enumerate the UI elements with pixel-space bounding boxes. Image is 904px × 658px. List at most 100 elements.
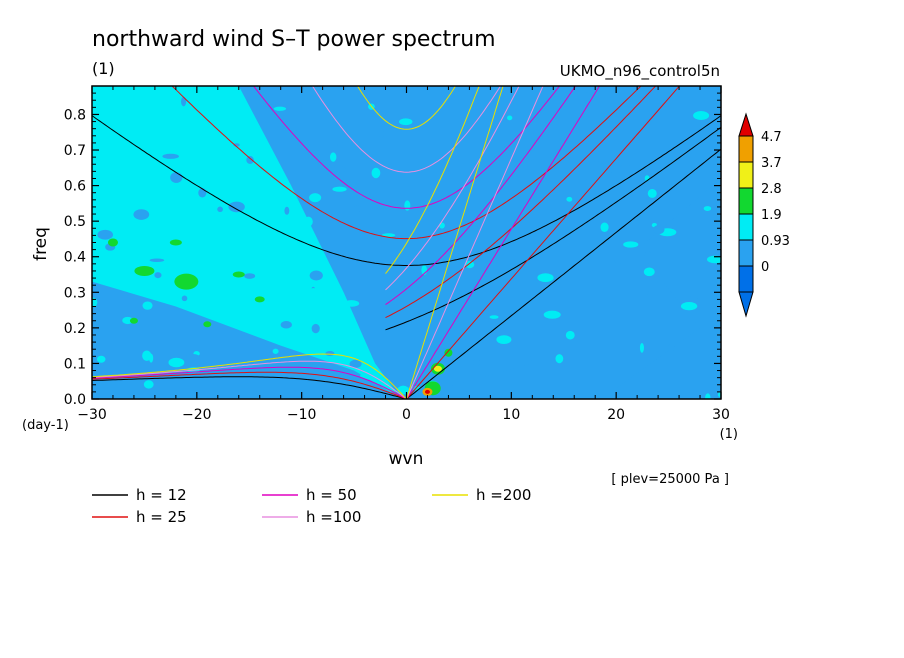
field-patch xyxy=(579,263,594,273)
dispersion-curve-h12 xyxy=(406,148,721,399)
x-tick-label: 20 xyxy=(607,407,625,423)
field-patch xyxy=(263,289,272,298)
field-patch xyxy=(328,116,342,127)
field-patch xyxy=(703,206,712,212)
field-patch xyxy=(717,392,721,398)
field-patch xyxy=(145,157,163,164)
field-patch xyxy=(543,310,561,319)
chart-subtitle-left: (1) xyxy=(92,59,115,78)
y-tick-label: 0.8 xyxy=(64,107,86,123)
field-patch xyxy=(273,106,287,111)
field-peak-max xyxy=(424,389,430,394)
field-patch xyxy=(260,215,265,221)
colorbar-top-arrow xyxy=(738,112,754,137)
field-patch-high xyxy=(107,238,118,247)
field-patch xyxy=(309,193,322,203)
field-patch xyxy=(566,196,573,202)
field-patch xyxy=(353,205,362,212)
dispersion-curve-h25 xyxy=(171,86,642,240)
x-axis: −30 −20 −10 0 10 20 30 xyxy=(77,86,730,423)
field-patch xyxy=(496,335,512,344)
dispersion-curve-h50 xyxy=(252,86,561,209)
x-tick-label: −10 xyxy=(287,407,317,423)
field-peak xyxy=(433,365,442,372)
field-patch xyxy=(680,301,698,311)
field-patch xyxy=(244,273,256,279)
field-patch xyxy=(149,258,165,263)
y-tick-label: 0.4 xyxy=(64,250,86,266)
colorbar-segment xyxy=(738,213,754,241)
field-patch xyxy=(584,92,591,100)
colorbar-segment xyxy=(738,265,754,293)
field-patch xyxy=(97,229,114,240)
power-field xyxy=(92,86,721,399)
field-patch xyxy=(168,357,185,368)
field-patch xyxy=(665,258,682,265)
field-patch xyxy=(143,380,154,389)
x-tick-label: 30 xyxy=(712,407,730,423)
field-patch xyxy=(330,152,337,162)
field-patch xyxy=(245,249,251,254)
dispersion-curve-h25 xyxy=(92,371,407,399)
field-patch xyxy=(92,285,103,293)
field-patch xyxy=(226,158,241,163)
field-patch xyxy=(708,313,714,323)
field-patch xyxy=(614,258,625,264)
field-patch xyxy=(331,317,341,328)
field-patch xyxy=(667,344,675,352)
dispersion-curve-h12 xyxy=(92,376,407,399)
x-tick-label: −20 xyxy=(182,407,212,423)
colorbar-bottom-arrow xyxy=(738,291,754,318)
field-patch-high xyxy=(254,296,265,303)
field-patch xyxy=(647,291,655,297)
legend-label: h =100 xyxy=(306,508,361,526)
field-patch xyxy=(643,267,655,277)
field-patch xyxy=(449,158,468,169)
field-patch xyxy=(198,188,207,198)
field-patch xyxy=(272,348,279,354)
x-tick-label: 10 xyxy=(502,407,520,423)
dispersion-curve-h50 xyxy=(385,86,577,306)
field-patch xyxy=(565,330,575,340)
y-axis-unit: (day-1) xyxy=(22,418,69,433)
field-patch xyxy=(399,118,413,126)
field-patch xyxy=(122,316,134,325)
field-patch xyxy=(228,201,245,213)
field-patch xyxy=(337,142,344,148)
dispersion-curve-h25 xyxy=(406,86,681,399)
legend-label: h = 12 xyxy=(136,486,187,504)
field-region-east-edge xyxy=(616,178,721,389)
field-patch xyxy=(687,296,698,304)
y-tick-label: 0.1 xyxy=(64,356,86,372)
colorbar-label: 0.93 xyxy=(761,234,790,249)
field-patch xyxy=(378,130,385,138)
dispersion-curve-h12 xyxy=(92,115,721,266)
colorbar: 0 0.93 1.9 2.8 3.7 4.7 xyxy=(738,112,790,318)
field-patch xyxy=(533,392,541,397)
field-patch xyxy=(203,137,212,147)
field-patch xyxy=(265,394,276,399)
field-patch xyxy=(181,96,187,107)
field-patch xyxy=(711,193,719,202)
field-region-band-west xyxy=(92,281,397,396)
field-patch xyxy=(194,378,212,390)
field-patch xyxy=(233,229,243,234)
field-patch xyxy=(610,166,625,175)
field-patch xyxy=(514,110,522,120)
field-patch xyxy=(639,343,644,353)
field-patch xyxy=(506,115,513,121)
field-patch xyxy=(555,354,564,364)
field-patch xyxy=(501,394,506,399)
level-note: [ plev=25000 Pa ] xyxy=(611,472,729,487)
dispersion-curves xyxy=(92,86,721,399)
dispersion-curve-h100 xyxy=(311,86,502,173)
colorbar-label: 1.9 xyxy=(761,208,782,223)
field-patch xyxy=(246,156,254,164)
field-patch xyxy=(537,273,554,283)
field-patch-high xyxy=(203,321,212,328)
field-patch xyxy=(404,200,411,211)
dispersion-curve-h100 xyxy=(385,86,520,291)
field-patch xyxy=(349,359,362,368)
field-patch xyxy=(647,188,657,198)
